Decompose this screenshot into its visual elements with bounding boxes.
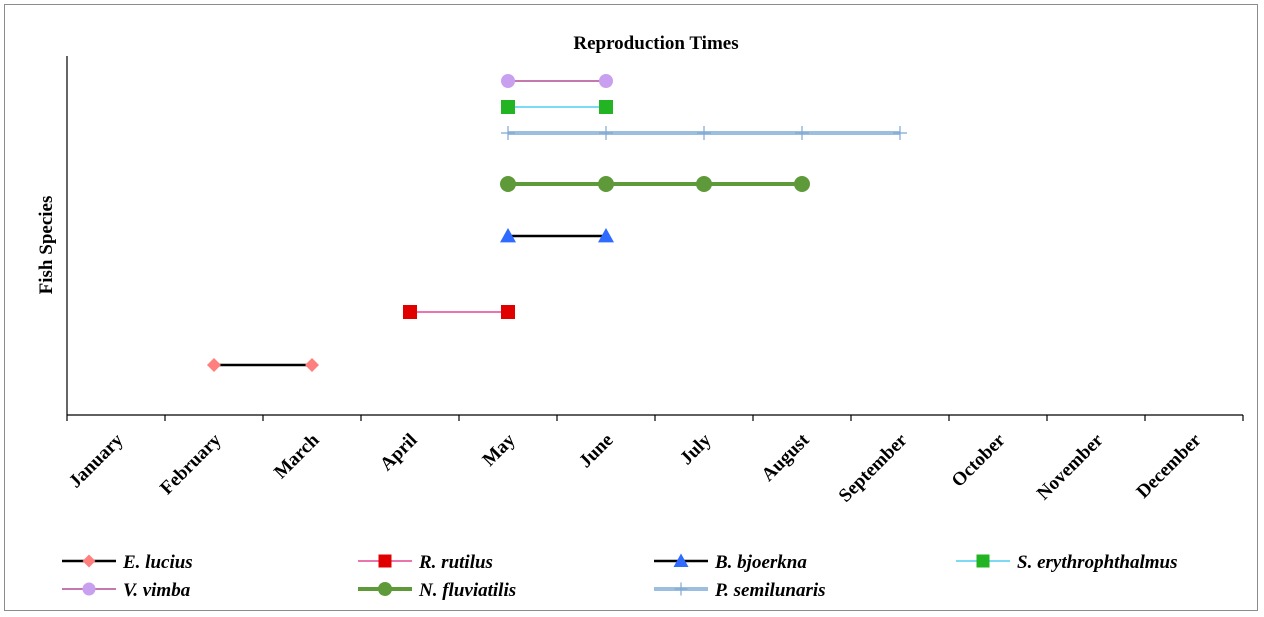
legend-item: P. semilunaris <box>654 580 826 601</box>
data-point-square <box>501 100 515 114</box>
x-tick-label: July <box>676 429 716 469</box>
x-tick-label: September <box>835 429 912 506</box>
x-tick-label: March <box>270 429 324 483</box>
series-s-erythrophthalmus <box>501 100 613 114</box>
data-point-triangle <box>500 228 516 243</box>
legend-label: S. erythrophthalmus <box>1017 552 1178 573</box>
data-point-diamond <box>207 358 221 372</box>
data-point-circle <box>500 176 516 192</box>
data-point-circle <box>696 176 712 192</box>
legend-label: E. lucius <box>122 552 193 573</box>
legend-label: R. rutilus <box>418 552 493 573</box>
legend-item: S. erythrophthalmus <box>956 552 1178 573</box>
data-point-plus <box>599 126 613 140</box>
chart-title: Reproduction Times <box>573 33 738 54</box>
legend-item: B. bjoerkna <box>654 552 807 573</box>
y-axis-label: Fish Species <box>36 196 57 295</box>
data-point-plus <box>501 126 515 140</box>
data-point-square <box>599 100 613 114</box>
x-tick-label: February <box>156 429 226 499</box>
data-point-diamond <box>305 358 319 372</box>
data-point-diamond <box>82 554 96 568</box>
legend-label: V. vimba <box>123 580 191 601</box>
data-point-circle <box>599 74 613 88</box>
series-r-rutilus <box>403 305 515 319</box>
x-tick-label: November <box>1033 429 1108 504</box>
legend-label: B. bjoerkna <box>714 552 807 573</box>
data-point-square <box>976 554 990 568</box>
x-axis-ticks: January February March April May June July Augu… <box>65 415 1244 506</box>
data-point-square <box>378 554 392 568</box>
legend-label: P. semilunaris <box>714 580 826 601</box>
x-tick-label: October <box>948 429 1010 491</box>
data-point-square <box>403 305 417 319</box>
series-b-bjoerkna <box>500 228 614 243</box>
data-point-circle <box>378 582 392 596</box>
series-n-fluviatilis <box>500 176 810 192</box>
data-point-triangle <box>598 228 614 243</box>
x-tick-label: June <box>575 430 617 472</box>
legend-item: E. lucius <box>62 552 193 573</box>
chart-frame <box>4 4 1258 611</box>
x-tick-label: August <box>758 429 814 485</box>
series-p-semilunaris <box>501 126 907 140</box>
legend: E. lucius R. rutilus B. bjoerkna S. erythro… <box>62 552 1178 601</box>
legend-label: N. fluviatilis <box>418 580 516 601</box>
series-layer <box>207 74 907 372</box>
data-point-triangle <box>673 553 689 567</box>
data-point-plus <box>674 582 688 596</box>
data-point-plus <box>795 126 809 140</box>
x-tick-label: December <box>1133 429 1206 502</box>
x-tick-label: May <box>479 429 520 470</box>
data-point-plus <box>697 126 711 140</box>
data-point-circle <box>501 74 515 88</box>
series-e-lucius <box>207 358 319 372</box>
data-point-circle <box>598 176 614 192</box>
x-tick-label: April <box>376 430 421 475</box>
legend-item: R. rutilus <box>358 552 493 573</box>
data-point-circle <box>82 582 96 596</box>
data-point-plus <box>893 126 907 140</box>
data-point-circle <box>794 176 810 192</box>
series-v-vimba <box>501 74 613 88</box>
x-tick-label: January <box>65 429 128 492</box>
data-point-square <box>501 305 515 319</box>
legend-item: V. vimba <box>62 580 191 601</box>
legend-item: N. fluviatilis <box>358 580 516 601</box>
